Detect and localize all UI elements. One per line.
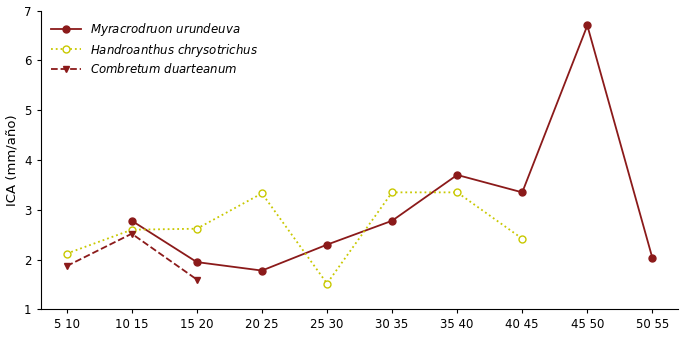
Y-axis label: ICA (mm/año): ICA (mm/año) xyxy=(5,114,18,206)
Legend: $\it{Myracrodruon\ urundeuva}$, $\it{Handroanthus\ chrysotrichus}$, $\it{Combret: $\it{Myracrodruon\ urundeuva}$, $\it{Han… xyxy=(47,17,263,81)
